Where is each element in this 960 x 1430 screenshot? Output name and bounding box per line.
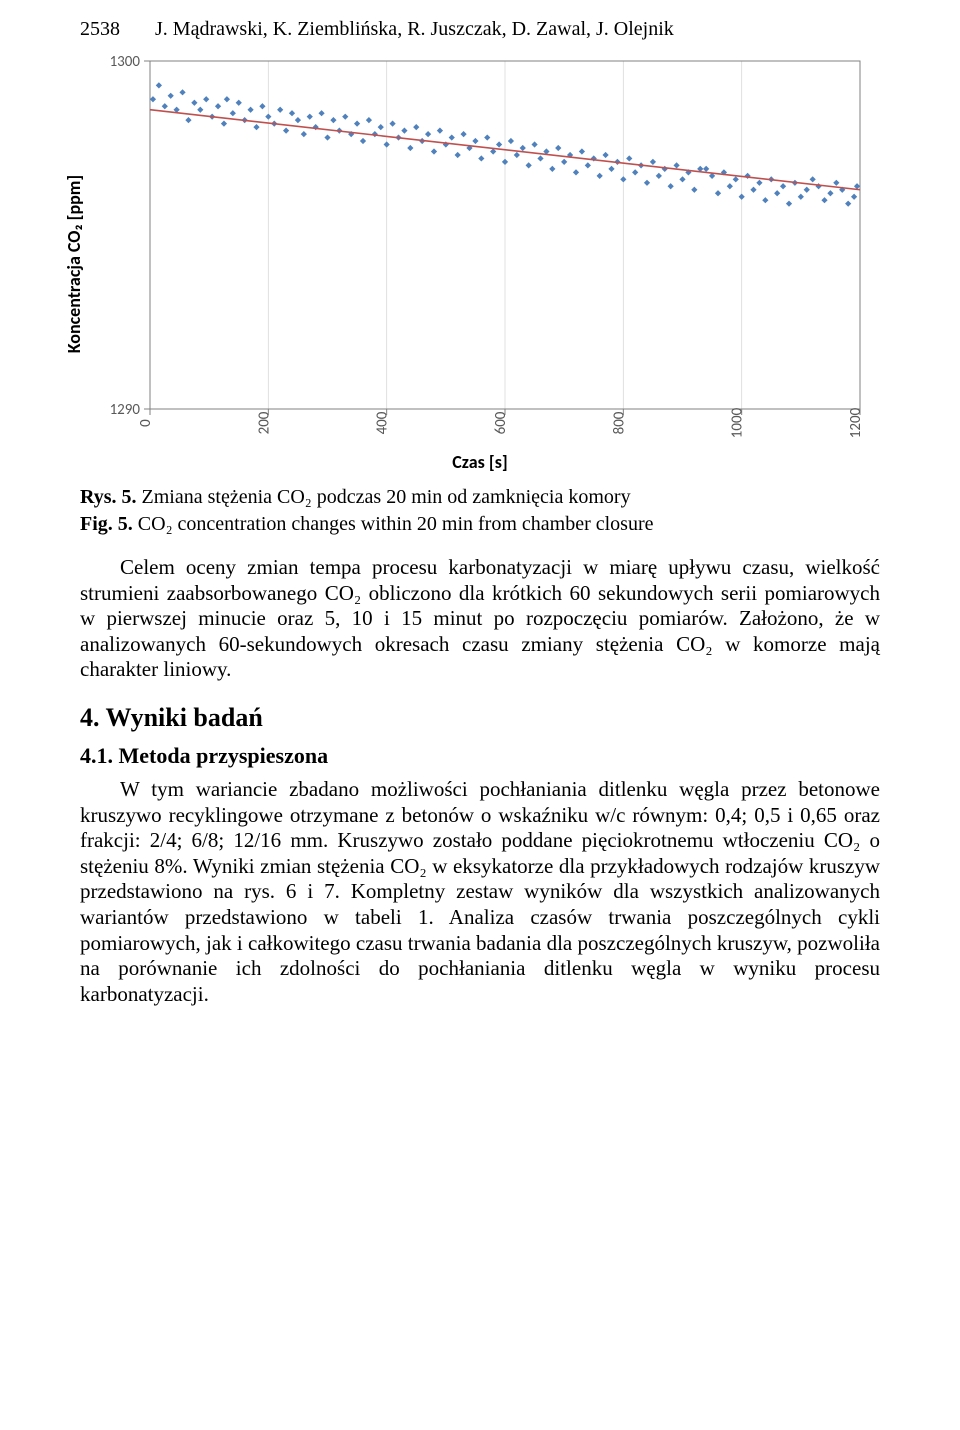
page-container: 2538 J. Mądrawski, K. Ziemblińska, R. Ju… [0, 0, 960, 1068]
chart-svg: 0 200 400 600 800 1000 1200 1290 1300 [80, 49, 880, 479]
x-axis-label: Czas [s] [452, 451, 507, 473]
running-header: 2538 J. Mądrawski, K. Ziemblińska, R. Ju… [80, 18, 880, 41]
svg-text:0: 0 [137, 419, 155, 427]
caption-text-pl: Zmiana stężenia CO₂ podczas 20 min od za… [137, 486, 631, 508]
caption-tag-pl: Rys. 5. [80, 486, 137, 508]
y-axis-label: Koncentracja CO₂ [ppm] [63, 175, 85, 354]
svg-text:1200: 1200 [847, 407, 865, 438]
caption-text-en: CO₂ concentration changes within 20 min … [133, 513, 654, 535]
paragraph-1: Celem oceny zmian tempa procesu karbonat… [80, 555, 880, 683]
svg-text:1000: 1000 [729, 407, 747, 438]
svg-text:1290: 1290 [110, 401, 141, 419]
paragraph-1-text: Celem oceny zmian tempa procesu karbonat… [80, 555, 880, 681]
caption-polish: Rys. 5. Zmiana stężenia CO₂ podczas 20 m… [80, 485, 880, 510]
caption-tag-en: Fig. 5. [80, 513, 133, 535]
svg-text:400: 400 [374, 411, 392, 434]
paragraph-2: W tym wariancie zbadano możliwości pochł… [80, 777, 880, 1007]
page-number: 2538 [80, 18, 150, 41]
header-authors: J. Mądrawski, K. Ziemblińska, R. Juszcza… [155, 18, 674, 40]
caption-english: Fig. 5. CO₂ concentration changes within… [80, 512, 880, 537]
svg-text:600: 600 [492, 411, 510, 434]
svg-text:200: 200 [255, 411, 273, 434]
heading-results: 4. Wyniki badań [80, 703, 880, 733]
co2-chart: Koncentracja CO₂ [ppm] 02004006008001000… [80, 49, 880, 479]
svg-text:1300: 1300 [110, 53, 141, 71]
svg-text:800: 800 [610, 411, 628, 434]
subheading-method: 4.1. Metoda przyspieszona [80, 743, 880, 769]
figure-caption: Rys. 5. Zmiana stężenia CO₂ podczas 20 m… [80, 485, 880, 537]
paragraph-2-text: W tym wariancie zbadano możliwości pochł… [80, 777, 880, 1006]
